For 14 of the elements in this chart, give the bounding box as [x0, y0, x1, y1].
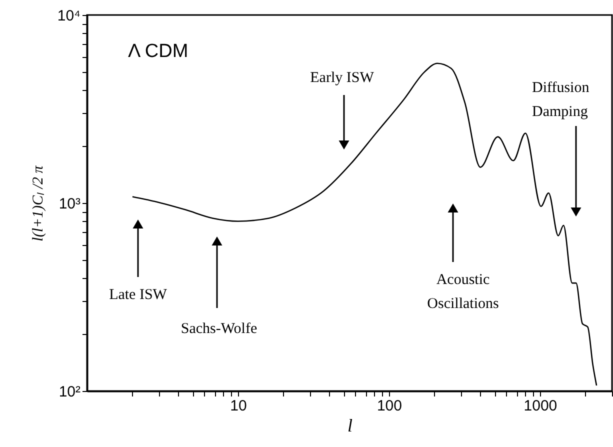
- annotation: Sachs-Wolfe: [180, 321, 258, 337]
- annotation: Acoustic Oscillations: [427, 272, 499, 312]
- annotation: Λ CDM: [128, 41, 188, 62]
- y-tick-label: 10²: [58, 384, 80, 400]
- x-tick-label: 10: [230, 398, 247, 414]
- annotation: Late ISW: [109, 287, 168, 303]
- y-axis-title: l(l+1)Cₗ /2 π: [30, 165, 46, 242]
- y-tick-label: 10⁴: [57, 8, 80, 24]
- y-tick-label: 10³: [58, 196, 80, 212]
- annotation: Early ISW: [310, 70, 375, 86]
- x-tick-label: 100: [376, 398, 402, 414]
- x-tick-label: 1000: [524, 398, 558, 414]
- x-axis-title: l: [347, 416, 353, 436]
- annotation: Diffusion Damping: [532, 80, 590, 120]
